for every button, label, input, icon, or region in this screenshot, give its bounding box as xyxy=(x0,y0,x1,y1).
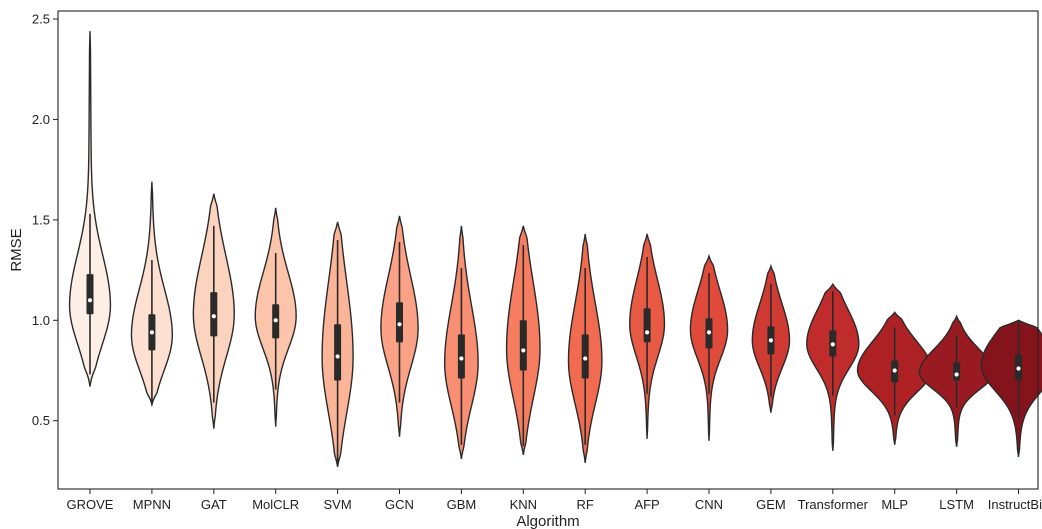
y-tick-label: 1.0 xyxy=(32,313,50,328)
violin-median-point xyxy=(211,314,216,319)
violins-layer xyxy=(68,31,1042,468)
violin-median-point xyxy=(87,298,93,303)
x-tick-label: InstructBio xyxy=(988,497,1042,512)
violin-median-point xyxy=(1016,366,1021,371)
x-tick-label: MolCLR xyxy=(252,497,299,512)
violin-median-point xyxy=(954,372,959,377)
y-tick-label: 2.0 xyxy=(32,112,50,127)
x-tick-label: GBM xyxy=(447,497,477,512)
violin-iqr-box xyxy=(86,274,94,315)
violin-iqr-box xyxy=(643,308,651,343)
y-tick-label: 2.5 xyxy=(32,12,50,27)
violin-body xyxy=(68,31,112,387)
y-tick-label: 1.5 xyxy=(32,212,50,227)
violin-body xyxy=(980,319,1042,457)
violin-iqr-box xyxy=(334,324,342,381)
x-tick-label: GAT xyxy=(201,497,227,512)
x-tick-label: GROVE xyxy=(67,497,114,512)
y-tick-label: 0.5 xyxy=(32,413,50,428)
violin-median-point xyxy=(397,322,402,327)
x-tick-label: Transformer xyxy=(798,497,869,512)
x-tick-label: MPNN xyxy=(133,497,171,512)
violin-median-point xyxy=(273,318,278,323)
x-tick-label: RF xyxy=(577,497,594,512)
x-tick-label: GCN xyxy=(385,497,414,512)
y-axis: 0.5 1.0 1.5 2.0 2.5 xyxy=(32,12,58,428)
violin-median-point xyxy=(583,356,588,361)
violin-median-point xyxy=(459,356,464,361)
y-axis-label: RMSE xyxy=(8,228,25,271)
x-tick-label: LSTM xyxy=(939,497,974,512)
violin-median-point xyxy=(335,354,340,359)
x-tick-label: GEM xyxy=(756,497,786,512)
x-axis-label: Algorithm xyxy=(516,513,579,529)
plot-frame xyxy=(57,10,1039,490)
violin-median-point xyxy=(521,348,526,353)
violin-median-point xyxy=(645,330,650,335)
violin-median-point xyxy=(830,342,835,347)
x-axis: GROVE MPNN GAT MolCLR SVM GCN GBM KNN RF AFP CNN GE… xyxy=(67,489,1042,512)
x-tick-label: AFP xyxy=(634,497,659,512)
violin-iqr-box xyxy=(953,362,961,381)
violin-iqr-box xyxy=(519,320,527,371)
violin-median-point xyxy=(892,368,897,373)
x-tick-label: KNN xyxy=(510,497,537,512)
violin-median-point xyxy=(706,330,712,335)
x-tick-label: SVM xyxy=(324,497,352,512)
violin-median-point xyxy=(768,338,774,343)
x-tick-label: CNN xyxy=(695,497,723,512)
x-tick-label: MLP xyxy=(881,497,908,512)
violin-median-point xyxy=(149,330,154,335)
